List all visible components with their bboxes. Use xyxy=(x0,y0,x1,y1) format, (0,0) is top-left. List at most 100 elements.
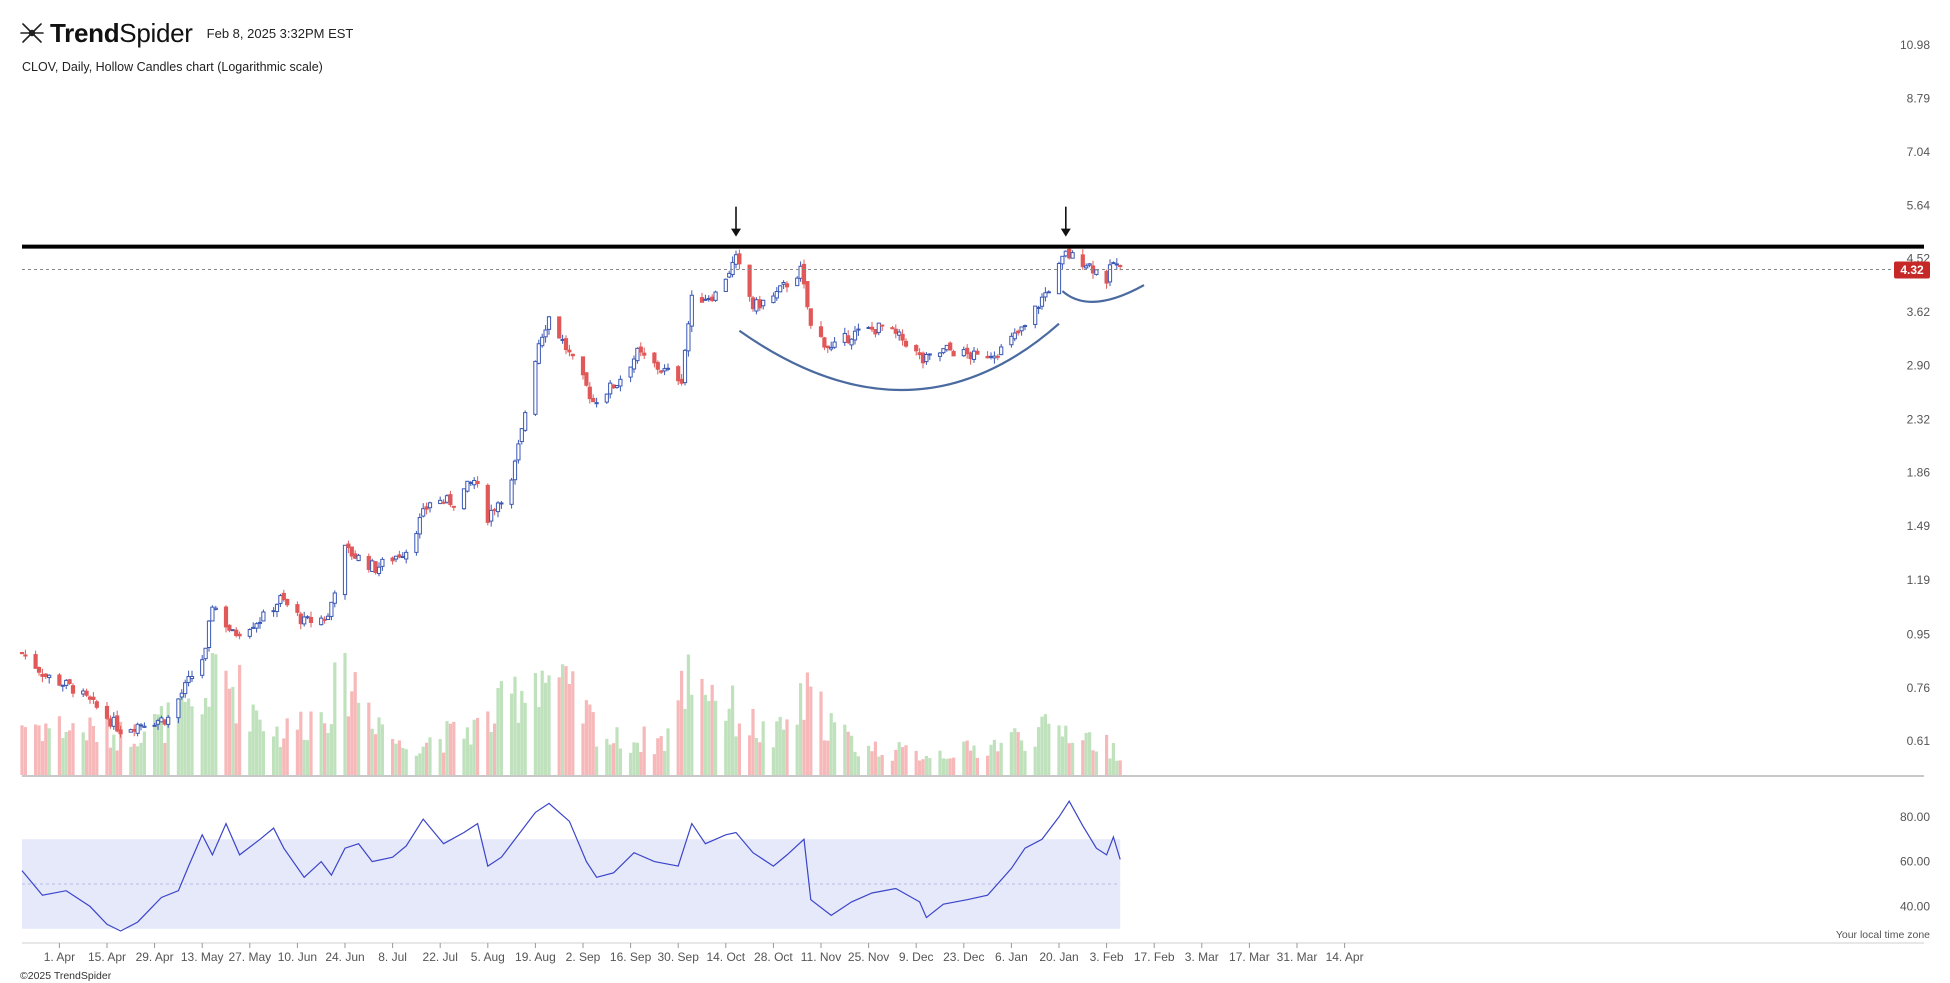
volume-bar xyxy=(996,751,1000,775)
candle-body xyxy=(713,291,718,301)
candle-body xyxy=(604,393,609,403)
x-tick-label: 23. Dec xyxy=(943,950,984,964)
candle-body xyxy=(319,617,324,626)
x-tick-label: 24. Jun xyxy=(325,950,364,964)
volume-bar xyxy=(180,694,184,775)
candle-body xyxy=(944,344,949,351)
volume-bar xyxy=(941,758,945,775)
candle-body xyxy=(206,620,212,649)
volume-bar xyxy=(544,682,548,775)
volume-bar xyxy=(618,748,622,775)
volume-bar xyxy=(897,742,901,775)
volume-bar xyxy=(775,721,779,775)
candle-body xyxy=(81,690,86,695)
volume-bar xyxy=(710,684,714,775)
volume-bar xyxy=(1023,750,1027,775)
volume-bar xyxy=(948,758,952,775)
candle-body xyxy=(682,349,688,384)
volume-bar xyxy=(591,712,595,775)
volume-bar xyxy=(523,702,527,775)
rsi-tick-label: 60.00 xyxy=(1900,855,1930,869)
volume-bar xyxy=(965,740,969,775)
volume-bar xyxy=(227,688,231,775)
volume-bar xyxy=(802,719,806,775)
volume-bar xyxy=(890,760,894,775)
volume-bar xyxy=(129,746,133,775)
volume-bar xyxy=(1118,760,1122,775)
volume-bar xyxy=(1037,727,1041,775)
volume-bar xyxy=(547,675,551,775)
candle-body xyxy=(70,685,76,694)
candle-body xyxy=(920,352,926,364)
timestamp: Feb 8, 2025 3:32PM EST xyxy=(206,25,354,41)
candle-body xyxy=(251,626,256,629)
candle-body xyxy=(999,346,1004,356)
candle-body xyxy=(699,297,705,303)
volume-bar xyxy=(856,756,860,775)
candle-body xyxy=(40,673,45,677)
volume-bar xyxy=(469,744,473,775)
candle-body xyxy=(580,356,586,376)
volume-bar xyxy=(442,752,446,775)
candle-body xyxy=(356,554,361,562)
candle-body xyxy=(108,718,113,727)
candle-body xyxy=(176,698,181,719)
candle-body xyxy=(1070,252,1075,259)
volume-bar xyxy=(207,706,211,775)
price-tick-label: 0.76 xyxy=(1907,681,1931,695)
candle-body xyxy=(468,481,473,484)
x-tick-label: 30. Sep xyxy=(658,950,700,964)
volume-bar xyxy=(404,749,408,775)
volume-bar xyxy=(81,732,85,775)
candle-body xyxy=(594,402,599,405)
candle-body xyxy=(138,724,144,727)
volume-bar xyxy=(690,694,694,775)
volume-bar xyxy=(1033,746,1037,775)
candle-body xyxy=(563,338,569,351)
x-tick-label: 19. Aug xyxy=(515,950,556,964)
candle-body xyxy=(900,333,905,341)
volume-bar xyxy=(204,698,208,775)
volume-bar xyxy=(584,700,588,775)
candle-body xyxy=(523,412,528,431)
rsi-line xyxy=(21,800,1121,932)
volume-bar xyxy=(659,736,663,775)
candle-body xyxy=(652,352,657,364)
candle-body xyxy=(329,601,334,617)
candle-body xyxy=(223,606,229,628)
volume-bar xyxy=(826,740,830,775)
volume-bar xyxy=(1060,736,1064,775)
volume-bar xyxy=(1040,716,1044,775)
volume-bar xyxy=(870,751,874,775)
candle-body xyxy=(567,349,572,353)
volume-bar xyxy=(57,716,61,775)
candle-body xyxy=(1016,330,1021,334)
volume-bar xyxy=(190,706,194,775)
volume-bar xyxy=(119,721,123,775)
candle-body xyxy=(1080,254,1085,268)
volume-bar xyxy=(329,724,333,775)
candle-body xyxy=(761,299,766,307)
candle-body xyxy=(261,611,266,622)
volume-bar xyxy=(761,721,765,775)
volume-bar xyxy=(904,745,908,775)
candle-body xyxy=(771,295,776,304)
candle-body xyxy=(94,701,99,708)
chart-subtitle: CLOV, Daily, Hollow Candles chart (Logar… xyxy=(22,60,323,74)
candle-body xyxy=(213,607,218,610)
candle-body xyxy=(472,479,477,486)
candle-body xyxy=(135,723,140,734)
rsi-panel: 80.00 60.00 40.00 xyxy=(21,800,1930,932)
volume-bar xyxy=(166,702,170,775)
volume-bar xyxy=(809,686,813,775)
volume-bar xyxy=(112,734,116,775)
candle-body xyxy=(968,352,973,360)
candle-body xyxy=(23,654,28,657)
volume-bar xyxy=(880,754,884,775)
candle-body xyxy=(400,556,405,559)
volume-bar xyxy=(635,742,639,775)
volume-bar xyxy=(224,670,228,775)
volume-bar xyxy=(37,725,41,775)
volume-bar xyxy=(751,708,755,775)
